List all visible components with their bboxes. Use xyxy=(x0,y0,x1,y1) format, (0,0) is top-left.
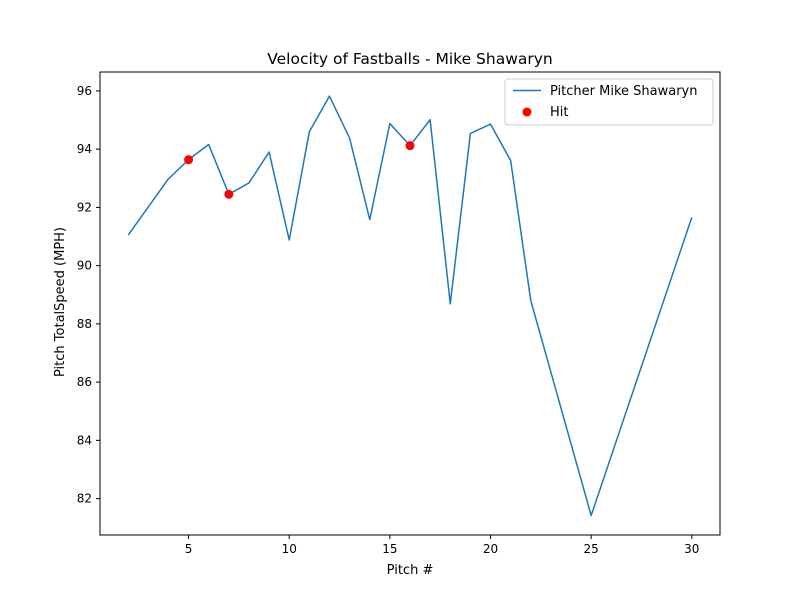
x-tick-label: 30 xyxy=(684,542,699,556)
y-tick-label: 96 xyxy=(77,84,92,98)
x-tick-label: 25 xyxy=(584,542,599,556)
x-tick-label: 10 xyxy=(282,542,297,556)
y-axis-title: Pitch TotalSpeed (MPH) xyxy=(53,227,68,377)
y-tick-label: 92 xyxy=(77,200,92,214)
x-tick-label: 15 xyxy=(382,542,397,556)
chart-title: Velocity of Fastballs - Mike Shawaryn xyxy=(267,50,553,68)
y-tick-label: 90 xyxy=(77,259,92,273)
y-tick-label: 82 xyxy=(77,492,92,506)
legend-label-hit: Hit xyxy=(550,105,568,120)
y-tick-label: 84 xyxy=(77,433,92,447)
x-tick-label: 20 xyxy=(483,542,498,556)
y-tick-label: 94 xyxy=(77,142,92,156)
x-axis-title: Pitch # xyxy=(387,563,434,578)
y-tick-label: 86 xyxy=(77,375,92,389)
legend: Pitcher Mike Shawaryn Hit xyxy=(505,79,713,125)
hit-marker xyxy=(406,141,415,150)
legend-swatch-marker xyxy=(523,108,532,117)
hit-marker xyxy=(224,190,233,199)
x-tick-label: 5 xyxy=(185,542,193,556)
legend-label-pitcher: Pitcher Mike Shawaryn xyxy=(550,84,697,99)
hit-marker xyxy=(184,155,193,164)
y-tick-label: 88 xyxy=(77,317,92,331)
